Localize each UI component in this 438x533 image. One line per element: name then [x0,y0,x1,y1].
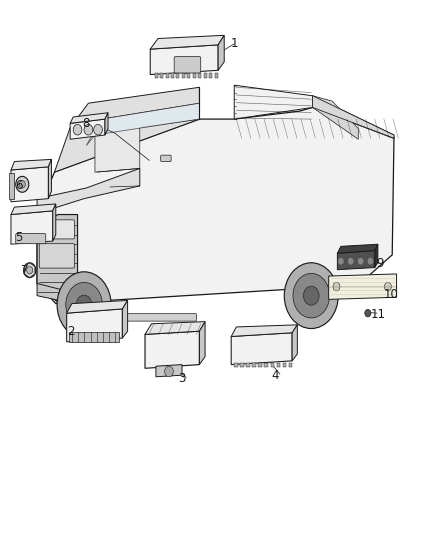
Polygon shape [234,85,394,138]
Polygon shape [67,309,122,342]
Circle shape [57,272,111,337]
Text: 2: 2 [67,325,75,338]
FancyBboxPatch shape [16,233,46,244]
Polygon shape [218,35,224,70]
Polygon shape [11,159,51,170]
Polygon shape [70,113,108,123]
Circle shape [338,258,343,264]
Circle shape [16,176,29,192]
Text: 4: 4 [272,369,279,382]
Polygon shape [328,274,396,300]
Circle shape [368,258,373,264]
Polygon shape [53,204,56,241]
FancyBboxPatch shape [182,73,185,78]
Polygon shape [231,325,297,336]
Circle shape [284,263,338,328]
Circle shape [333,282,340,291]
FancyBboxPatch shape [240,363,244,367]
Text: 3: 3 [178,373,186,385]
Polygon shape [37,215,78,303]
Polygon shape [122,301,127,338]
FancyBboxPatch shape [252,363,256,367]
FancyBboxPatch shape [155,73,158,78]
Text: 7: 7 [21,264,28,277]
Text: 5: 5 [15,231,22,244]
Polygon shape [199,321,205,365]
FancyBboxPatch shape [69,332,119,342]
Text: 6: 6 [15,180,22,192]
Polygon shape [67,301,127,313]
Polygon shape [54,87,199,172]
FancyBboxPatch shape [160,73,163,78]
Text: 11: 11 [371,308,385,321]
Text: 9: 9 [376,257,384,270]
Polygon shape [337,244,378,253]
Polygon shape [156,365,182,377]
FancyBboxPatch shape [234,363,238,367]
Circle shape [165,366,173,377]
Circle shape [76,295,92,314]
Polygon shape [95,103,199,172]
Circle shape [24,263,36,278]
Polygon shape [150,35,224,49]
FancyBboxPatch shape [80,314,196,321]
FancyBboxPatch shape [215,73,218,78]
FancyBboxPatch shape [271,363,274,367]
Polygon shape [25,263,35,278]
FancyBboxPatch shape [289,363,292,367]
Polygon shape [48,159,51,199]
FancyBboxPatch shape [265,363,268,367]
Text: 8: 8 [83,117,90,130]
Polygon shape [292,325,297,361]
FancyBboxPatch shape [246,363,250,367]
FancyBboxPatch shape [171,73,174,78]
Circle shape [19,181,25,188]
FancyBboxPatch shape [174,56,201,73]
Polygon shape [105,113,108,135]
FancyBboxPatch shape [198,73,201,78]
Circle shape [365,310,371,317]
Polygon shape [231,333,292,365]
FancyBboxPatch shape [39,244,74,268]
FancyBboxPatch shape [276,363,280,367]
Circle shape [73,124,82,135]
FancyBboxPatch shape [161,155,171,161]
Circle shape [293,273,329,318]
FancyBboxPatch shape [166,73,169,78]
Circle shape [358,258,363,264]
Circle shape [66,282,102,327]
Polygon shape [70,119,105,139]
Polygon shape [11,204,56,215]
Polygon shape [145,321,205,334]
Polygon shape [37,168,140,214]
Polygon shape [313,96,358,139]
FancyBboxPatch shape [283,363,286,367]
Circle shape [348,258,353,264]
FancyBboxPatch shape [209,73,212,78]
FancyBboxPatch shape [258,363,262,367]
Circle shape [304,286,319,305]
Polygon shape [375,244,378,268]
FancyBboxPatch shape [9,173,14,199]
FancyBboxPatch shape [177,73,180,78]
FancyBboxPatch shape [187,73,191,78]
Text: 10: 10 [384,288,398,301]
Polygon shape [86,103,199,146]
Polygon shape [11,167,48,202]
Circle shape [84,124,93,135]
Polygon shape [150,45,218,75]
FancyBboxPatch shape [204,73,207,78]
Polygon shape [11,211,53,244]
Polygon shape [37,284,79,305]
Polygon shape [313,96,394,138]
FancyBboxPatch shape [39,220,74,239]
Polygon shape [37,108,394,304]
Polygon shape [337,251,375,270]
FancyBboxPatch shape [193,73,196,78]
Text: 1: 1 [230,37,238,50]
Circle shape [94,124,102,135]
Polygon shape [145,331,199,368]
Circle shape [385,282,391,291]
Circle shape [27,266,33,274]
